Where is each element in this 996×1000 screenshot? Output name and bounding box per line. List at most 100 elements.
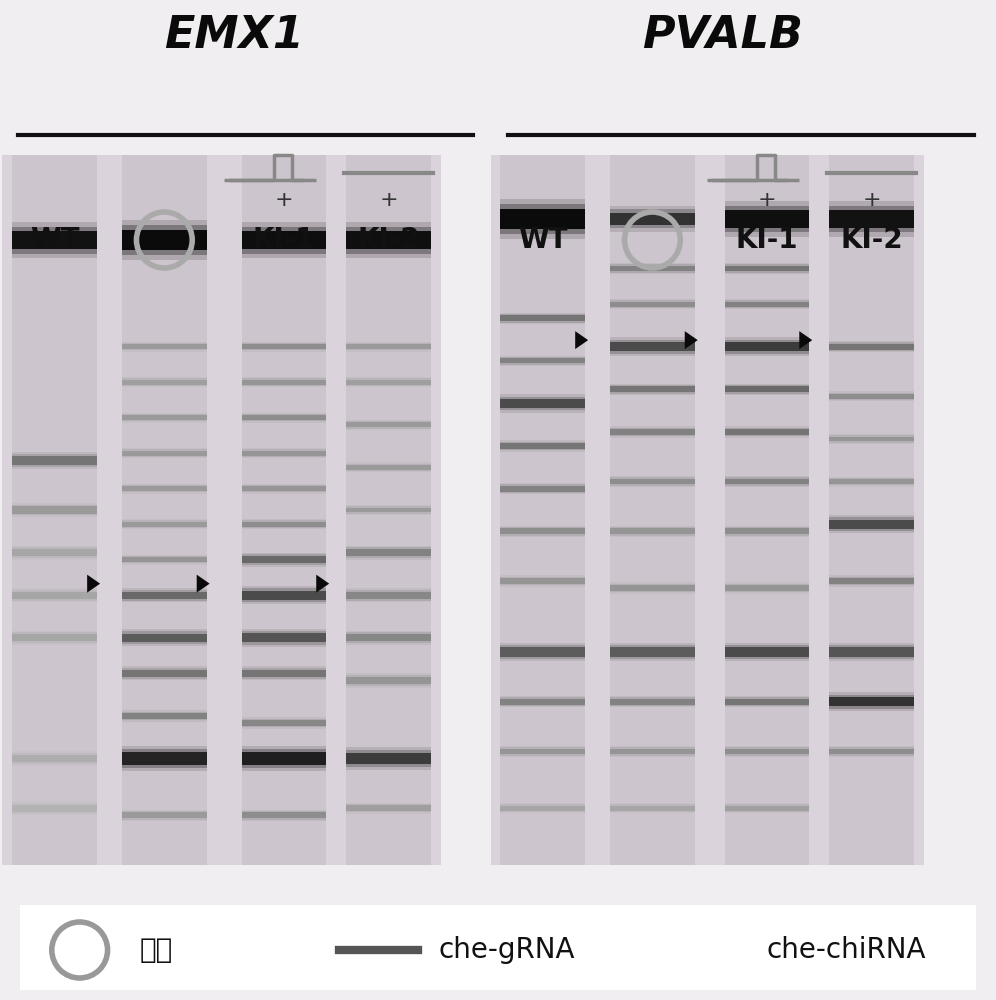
Bar	[241, 629, 326, 647]
Bar	[122, 590, 207, 601]
Bar	[501, 443, 586, 449]
Text: che-chiRNA: che-chiRNA	[767, 936, 926, 964]
Bar	[12, 222, 98, 258]
Bar	[725, 300, 809, 308]
Bar	[829, 391, 914, 401]
Bar	[347, 222, 431, 258]
Bar	[501, 358, 586, 363]
Bar	[122, 631, 207, 644]
Bar	[610, 302, 695, 307]
Bar	[241, 752, 326, 765]
Bar	[122, 634, 207, 642]
Bar	[610, 643, 695, 661]
Bar	[829, 749, 914, 754]
Bar	[122, 451, 207, 456]
Bar	[122, 413, 207, 423]
Bar	[241, 344, 326, 349]
Bar	[610, 804, 695, 812]
Bar	[501, 442, 586, 450]
Bar	[347, 634, 431, 641]
Bar	[610, 749, 695, 754]
Bar	[241, 343, 326, 350]
Bar	[347, 343, 431, 350]
Bar	[241, 519, 326, 529]
Bar	[122, 378, 207, 386]
Bar	[12, 805, 98, 812]
Bar	[12, 546, 98, 560]
Bar	[241, 746, 326, 771]
Bar	[241, 414, 326, 421]
Bar	[12, 505, 98, 515]
Bar	[241, 227, 326, 254]
Bar	[122, 749, 207, 768]
Bar	[501, 357, 586, 365]
Bar	[12, 751, 98, 766]
Bar	[725, 806, 809, 811]
Bar	[725, 804, 809, 812]
Bar	[241, 591, 326, 600]
Bar	[347, 227, 431, 254]
Bar	[122, 486, 207, 491]
Bar	[12, 506, 98, 514]
Bar	[241, 342, 326, 352]
Bar	[725, 384, 809, 395]
Bar	[122, 810, 207, 821]
Bar	[347, 464, 431, 471]
Bar	[501, 643, 586, 661]
Bar	[501, 577, 586, 585]
Bar	[725, 263, 809, 274]
Bar	[829, 477, 914, 487]
Bar	[12, 547, 98, 558]
Bar	[829, 478, 914, 485]
Bar	[829, 201, 914, 237]
Bar	[725, 201, 809, 237]
Bar	[829, 393, 914, 400]
Bar	[501, 397, 586, 410]
Bar	[122, 629, 207, 646]
Bar	[347, 675, 431, 686]
Bar	[241, 586, 326, 604]
Bar	[241, 810, 326, 821]
Bar	[829, 394, 914, 399]
Bar	[501, 527, 586, 536]
Bar	[725, 264, 809, 273]
Bar	[725, 340, 809, 354]
Bar	[241, 719, 326, 727]
Bar	[725, 803, 809, 813]
Bar	[829, 578, 914, 584]
Bar	[610, 340, 695, 354]
Bar	[122, 746, 207, 771]
Bar	[829, 206, 914, 232]
Bar	[610, 746, 695, 757]
Bar	[122, 713, 207, 719]
Bar	[241, 556, 326, 563]
Bar	[501, 804, 586, 812]
Bar	[347, 420, 431, 430]
Bar	[241, 231, 326, 249]
Bar	[829, 479, 914, 484]
Bar	[122, 522, 207, 527]
Bar	[241, 485, 326, 492]
Bar	[241, 553, 326, 567]
Bar	[12, 634, 98, 641]
Bar	[12, 632, 98, 643]
Bar	[122, 449, 207, 457]
Bar	[241, 811, 326, 820]
Bar	[347, 505, 431, 515]
Polygon shape	[576, 331, 589, 349]
Bar	[122, 666, 207, 680]
Bar	[122, 343, 207, 350]
Bar	[241, 222, 326, 258]
Bar	[501, 578, 586, 584]
Bar	[122, 555, 207, 565]
Bar	[241, 449, 326, 457]
Bar	[725, 299, 809, 309]
Bar	[122, 414, 207, 421]
Bar	[501, 528, 586, 534]
Bar	[122, 380, 207, 385]
Bar	[501, 749, 586, 754]
Bar	[122, 812, 207, 818]
Bar	[829, 435, 914, 443]
Bar	[829, 645, 914, 659]
Bar	[491, 155, 924, 865]
